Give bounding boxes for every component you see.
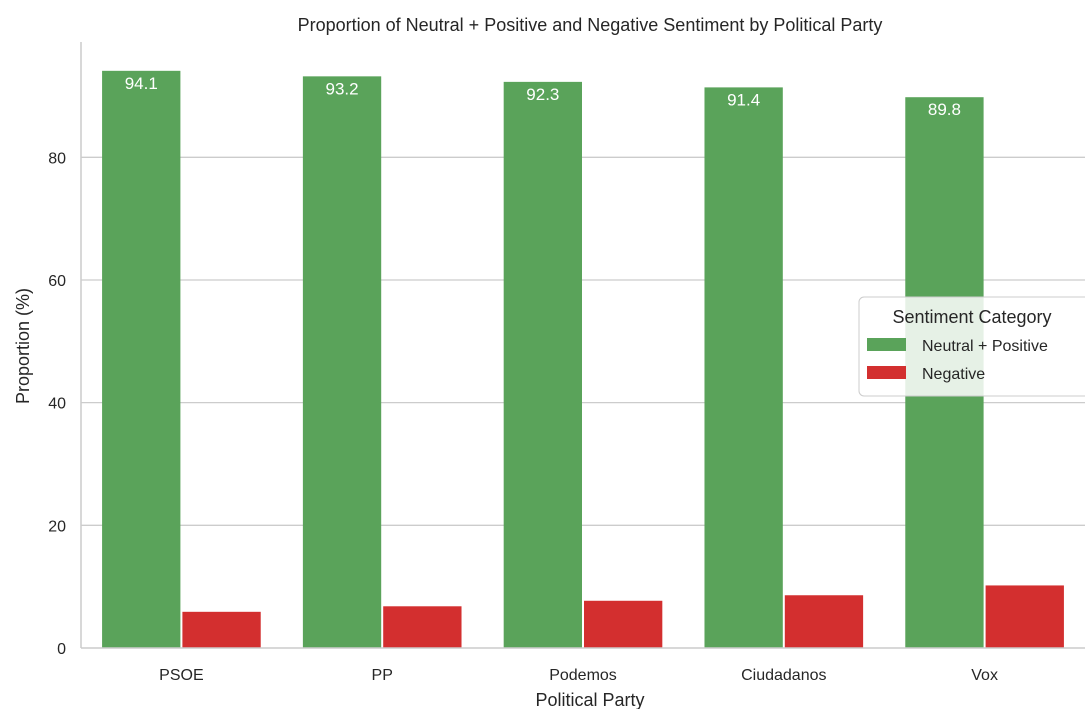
x-tick-label: PSOE <box>159 667 203 684</box>
legend-title: Sentiment Category <box>892 307 1051 327</box>
bar-value-label: 94.1 <box>125 74 158 93</box>
x-tick-label: Podemos <box>549 667 617 684</box>
legend-frame <box>858 296 1085 397</box>
bar-neutral-positive-ciudadanos <box>704 87 783 648</box>
legend: Sentiment Category Neutral + Positive Ne… <box>858 296 1085 397</box>
legend-label-neutral-positive: Neutral + Positive <box>922 338 1048 355</box>
y-tick-label: 80 <box>48 150 66 167</box>
legend-swatch-neutral-positive <box>867 338 906 351</box>
bar-negative-vox <box>985 585 1064 648</box>
legend-label-negative: Negative <box>922 366 985 383</box>
chart-title: Proportion of Neutral + Positive and Neg… <box>298 15 883 35</box>
bar-negative-psoe <box>182 611 261 648</box>
bar-neutral-positive-psoe <box>102 70 181 648</box>
bar-negative-pp <box>383 606 462 648</box>
y-axis-label: Proportion (%) <box>13 288 33 404</box>
bar-negative-ciudadanos <box>784 595 864 648</box>
legend-swatch-negative <box>867 366 906 379</box>
y-tick-label: 40 <box>48 396 66 413</box>
x-tick-label: Vox <box>971 667 998 684</box>
bar-value-label: 91.4 <box>727 90 760 109</box>
x-tick-label: Ciudadanos <box>741 667 826 684</box>
y-tick-label: 0 <box>57 641 66 658</box>
bar-neutral-positive-podemos <box>503 81 582 649</box>
x-axis-label: Political Party <box>535 690 644 709</box>
bar-labels: 94.1 93.2 92.3 91.4 89.8 <box>125 74 961 119</box>
bar-value-label: 92.3 <box>526 85 559 104</box>
x-tick-label: PP <box>372 667 393 684</box>
y-tick-label: 60 <box>48 273 66 290</box>
x-tick-labels: PSOE PP Podemos Ciudadanos Vox <box>159 667 998 684</box>
bar-negative-podemos <box>584 600 663 648</box>
bar-neutral-positive-pp <box>302 76 382 649</box>
y-tick-label: 20 <box>48 518 66 535</box>
bar-value-label: 93.2 <box>325 79 358 98</box>
bar-value-label: 89.8 <box>928 100 961 119</box>
y-tick-labels: 0 20 40 60 80 <box>48 150 66 658</box>
